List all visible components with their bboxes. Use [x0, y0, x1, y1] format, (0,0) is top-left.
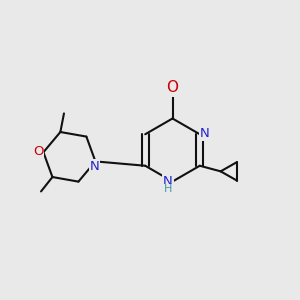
Text: H: H: [164, 184, 172, 194]
Text: N: N: [90, 160, 99, 173]
Text: N: N: [163, 175, 172, 188]
Text: O: O: [167, 80, 178, 95]
Text: O: O: [33, 145, 43, 158]
Text: N: N: [200, 127, 209, 140]
